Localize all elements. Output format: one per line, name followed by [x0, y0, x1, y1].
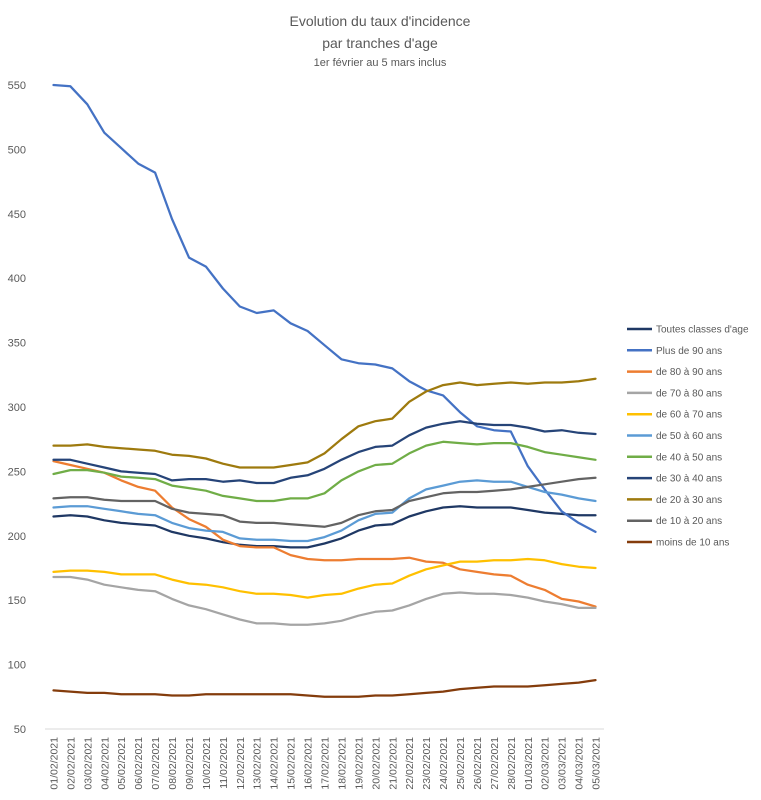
x-tick-label: 25/02/2021 — [455, 737, 467, 790]
series-line-9 — [52, 476, 597, 528]
x-tick-label: 03/03/2021 — [557, 737, 569, 790]
legend-label: de 60 à 70 ans — [656, 410, 722, 421]
chart-subtitle: 1er février au 5 mars inclus — [314, 57, 447, 69]
legend-label: de 10 à 20 ans — [656, 516, 722, 527]
x-tick-label: 20/02/2021 — [370, 737, 382, 790]
series-line-2 — [52, 459, 597, 608]
legend-label: moins de 10 ans — [656, 538, 729, 549]
x-tick-label: 18/02/2021 — [336, 737, 348, 790]
y-tick-label: 400 — [8, 273, 26, 285]
x-axis: 01/02/2021 02/02/2021 03/02/2021 04/02/2021… — [45, 728, 604, 790]
y-tick-label: 200 — [8, 531, 26, 543]
series-line-1 — [52, 83, 597, 534]
x-tick-label: 06/02/2021 — [133, 737, 145, 790]
y-axis: 50 100 150 200 250 300 350 400 450 500 550 — [8, 80, 26, 736]
x-tick-label: 17/02/2021 — [320, 737, 332, 790]
x-tick-label: 28/02/2021 — [506, 737, 518, 790]
x-tick-label: 13/02/2021 — [252, 737, 264, 790]
x-tick-label: 27/02/2021 — [489, 737, 501, 790]
legend-label: Toutes classes d'age — [656, 325, 749, 336]
y-tick-label: 300 — [8, 402, 26, 414]
x-tick-label: 02/02/2021 — [65, 737, 77, 790]
x-tick-label: 14/02/2021 — [269, 737, 281, 790]
x-tick-label: 26/02/2021 — [472, 737, 484, 790]
y-tick-label: 50 — [14, 724, 26, 736]
y-tick-label: 100 — [8, 660, 26, 672]
y-tick-label: 250 — [8, 466, 26, 478]
y-tick-label: 350 — [8, 338, 26, 350]
legend-label: Plus de 90 ans — [656, 346, 722, 357]
y-tick-label: 150 — [8, 595, 26, 607]
series-line-8 — [52, 377, 597, 469]
series-line-10 — [52, 678, 597, 698]
y-tick-label: 450 — [8, 209, 26, 221]
series-line-3 — [52, 575, 597, 626]
chart-title: Evolution du taux d'incidence — [290, 13, 471, 29]
x-tick-label: 05/02/2021 — [116, 737, 128, 790]
x-tick-label: 16/02/2021 — [303, 737, 315, 790]
chart-title-line2: par tranches d'age — [322, 35, 438, 51]
x-tick-label: 19/02/2021 — [353, 737, 365, 790]
x-tick-label: 01/02/2021 — [48, 737, 60, 790]
x-tick-label: 02/03/2021 — [540, 737, 552, 790]
x-tick-label: 24/02/2021 — [438, 737, 450, 790]
y-tick-label: 500 — [8, 144, 26, 156]
x-tick-label: 01/03/2021 — [523, 737, 535, 790]
x-tick-label: 23/02/2021 — [421, 737, 433, 790]
x-tick-label: 12/02/2021 — [235, 737, 247, 790]
x-tick-label: 08/02/2021 — [167, 737, 179, 790]
x-tick-label: 03/02/2021 — [82, 737, 94, 790]
legend: Toutes classes d'age Plus de 90 ans de 80 … — [627, 325, 749, 549]
x-tick-label: 10/02/2021 — [201, 737, 213, 790]
legend-label: de 50 à 60 ans — [656, 431, 722, 442]
x-tick-label: 15/02/2021 — [286, 737, 298, 790]
series-line-0 — [52, 505, 597, 549]
legend-label: de 30 à 40 ans — [656, 474, 722, 485]
legend-label: de 40 à 50 ans — [656, 452, 722, 463]
x-tick-label: 04/03/2021 — [574, 737, 586, 790]
plot-area — [52, 83, 597, 698]
legend-label: de 70 à 80 ans — [656, 388, 722, 399]
y-tick-label: 550 — [8, 80, 26, 92]
x-tick-label: 21/02/2021 — [387, 737, 399, 790]
x-tick-label: 07/02/2021 — [150, 737, 162, 790]
x-tick-label: 05/03/2021 — [591, 737, 603, 790]
x-tick-label: 22/02/2021 — [404, 737, 416, 790]
x-tick-label: 11/02/2021 — [218, 737, 230, 789]
legend-label: de 20 à 30 ans — [656, 495, 722, 506]
series-line-5 — [52, 479, 597, 543]
series-line-4 — [52, 557, 597, 599]
x-tick-label: 09/02/2021 — [184, 737, 196, 790]
series-line-7 — [52, 420, 597, 485]
series-line-6 — [52, 440, 597, 503]
legend-label: de 80 à 90 ans — [656, 367, 722, 378]
x-tick-label: 04/02/2021 — [99, 737, 111, 790]
